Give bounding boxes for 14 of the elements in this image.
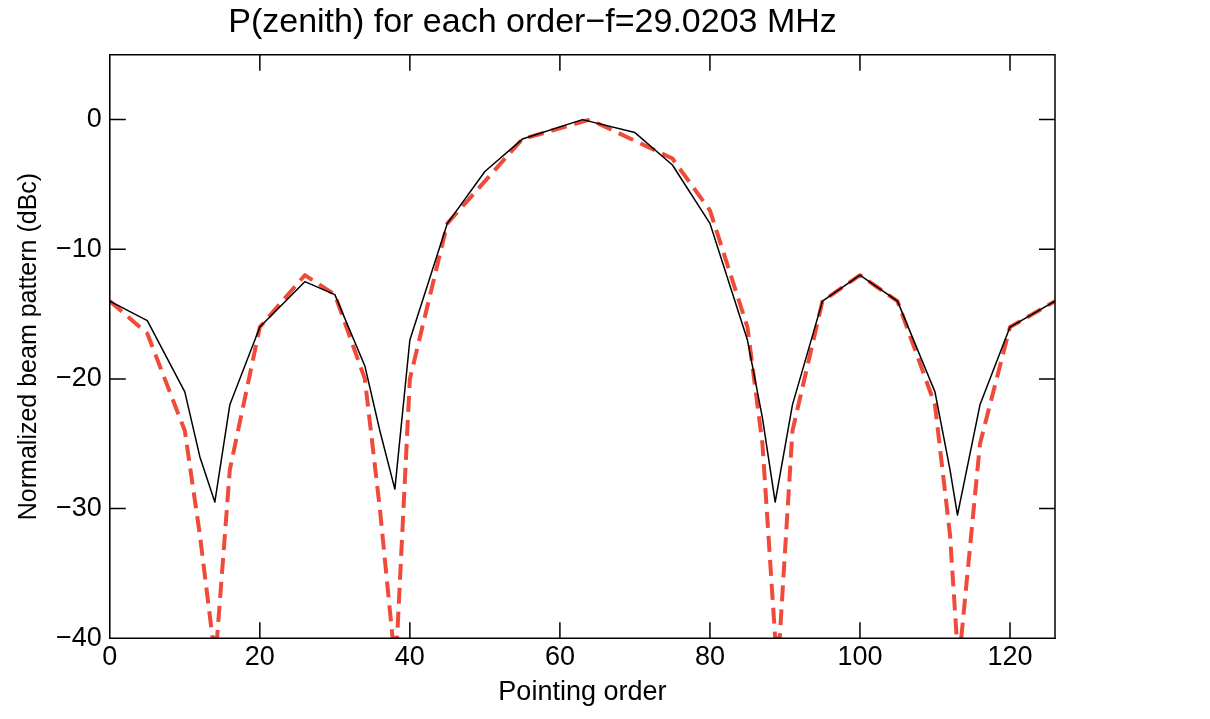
x-axis-title: Pointing order	[498, 676, 667, 707]
chart-title: P(zenith) for each order−f=29.0203 MHz	[228, 0, 837, 39]
y-tick-label: −10	[55, 232, 102, 263]
y-axis-title: Normalized beam pattern (dBc)	[12, 172, 41, 521]
y-tick-label: −40	[55, 621, 102, 652]
x-tick-label: 100	[837, 640, 883, 671]
y-tick-label: −20	[55, 362, 102, 393]
x-tick-label: 20	[244, 640, 275, 671]
y-tick-label: 0	[86, 103, 102, 134]
x-tick-label: 120	[987, 640, 1033, 671]
x-tick-label: 40	[394, 640, 425, 671]
y-tick-label: −30	[55, 492, 102, 523]
x-tick-label: 80	[694, 640, 725, 671]
x-tick-label: 60	[544, 640, 575, 671]
